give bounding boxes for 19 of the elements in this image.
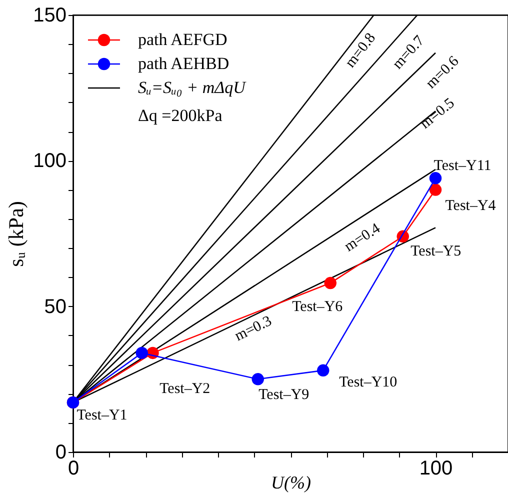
annotation: Test–Y5 xyxy=(410,243,462,260)
annotation: Test–Y10 xyxy=(339,374,398,390)
annotation: Test–Y11 xyxy=(434,158,492,174)
x-axis-title: U(%) xyxy=(271,472,311,492)
y-tick-label: 100 xyxy=(33,150,66,172)
y-tick-label: 150 xyxy=(33,4,66,26)
annotation: Test–Y6 xyxy=(292,299,344,316)
legend-label: path AEFGD xyxy=(138,30,228,49)
legend-label: Sᵤ=Sᵤ₀ + mΔqU xyxy=(138,78,248,97)
annotation: m=0.3 xyxy=(232,313,274,345)
annotation: Δq =200kPa xyxy=(138,106,223,125)
annotation: Test–Y4 xyxy=(445,198,496,214)
y-tick-label: 0 xyxy=(55,442,66,464)
annotation: Test–Y1 xyxy=(76,407,128,424)
legend-label: path AEHBD xyxy=(138,54,230,73)
y-axis-title: sᵤ (kPa) xyxy=(4,201,28,267)
annotation: Test–Y9 xyxy=(258,387,310,404)
y-tick-label: 50 xyxy=(44,296,66,318)
annotation: Test–Y2 xyxy=(160,380,210,397)
